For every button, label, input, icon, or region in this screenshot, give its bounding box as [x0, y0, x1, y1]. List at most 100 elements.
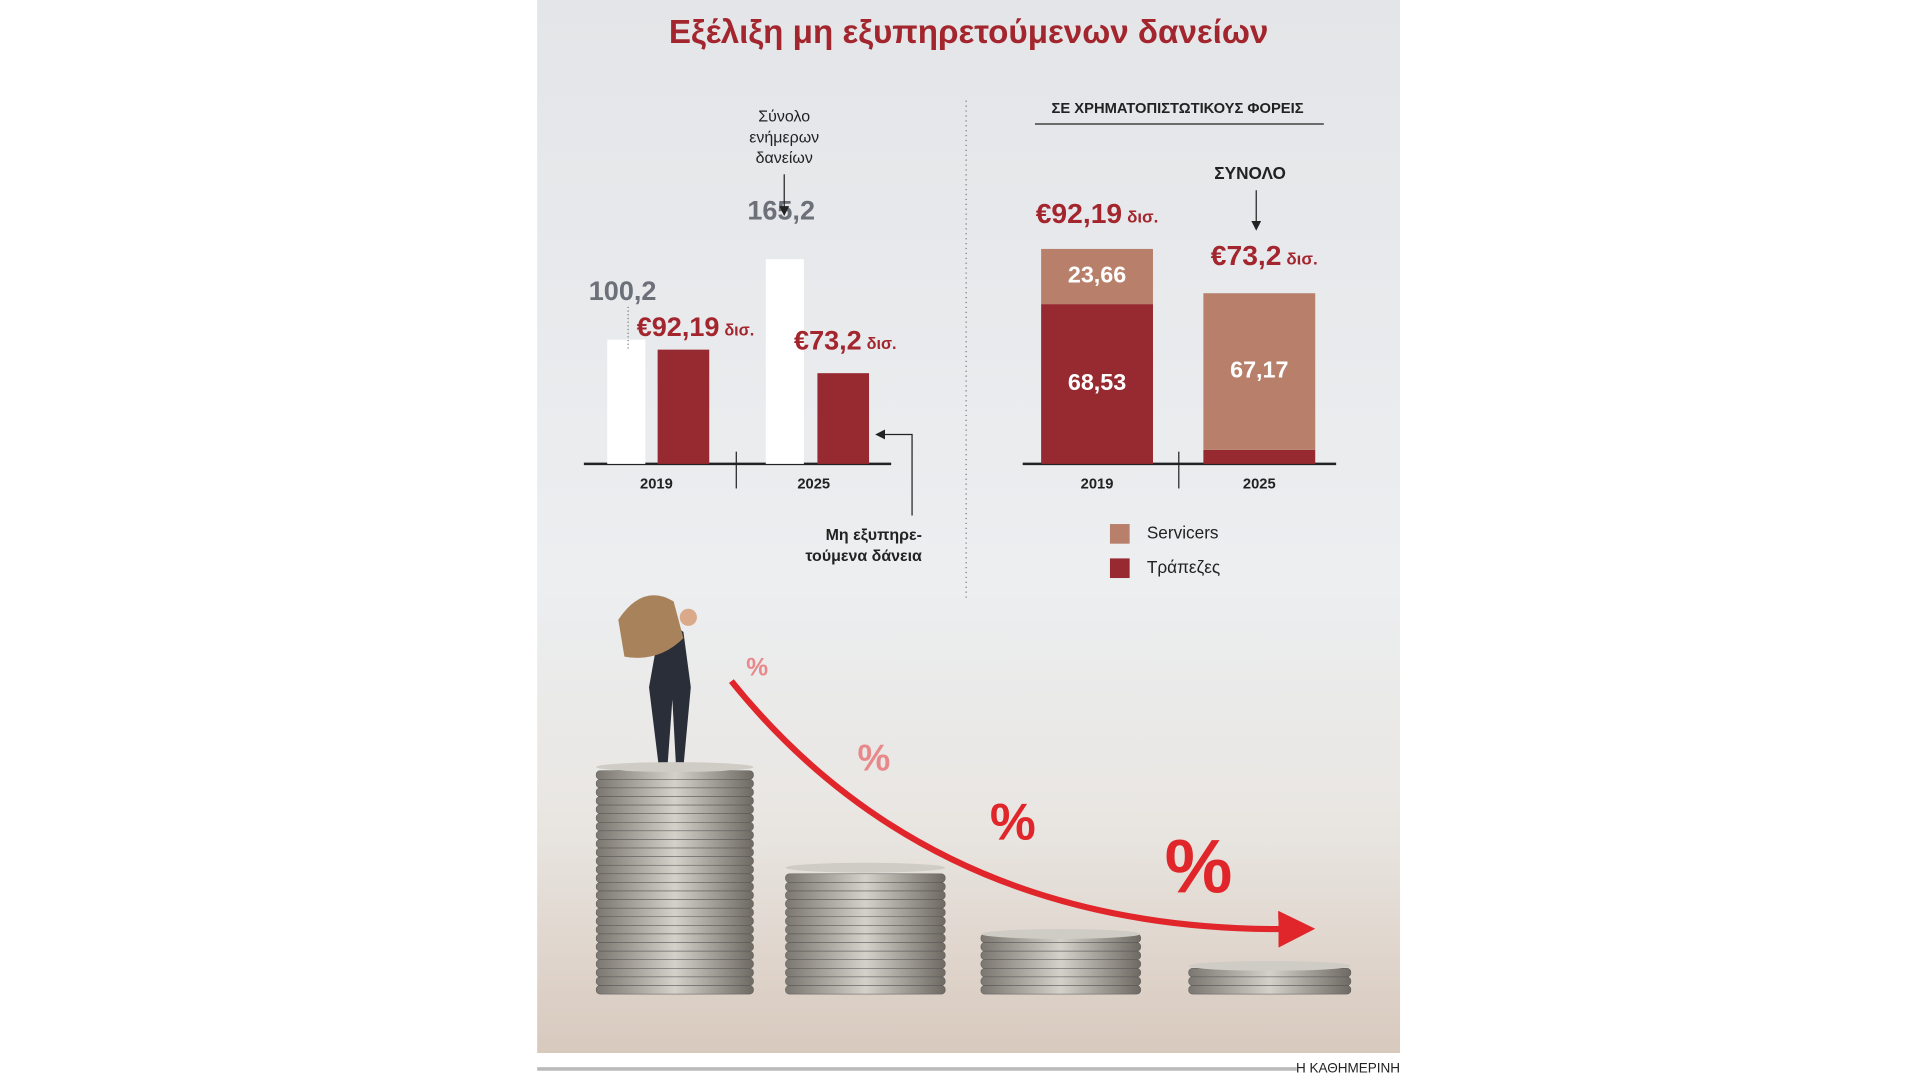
coin-top	[980, 929, 1141, 939]
coin	[595, 822, 754, 832]
coin-top	[785, 862, 946, 873]
coin	[595, 985, 754, 995]
coin	[595, 933, 754, 943]
bar-segment	[1041, 304, 1153, 464]
x-tick-label: 2025	[797, 477, 830, 493]
coin	[595, 787, 754, 797]
coin	[595, 856, 754, 866]
bar	[607, 339, 646, 464]
coin	[595, 976, 754, 986]
legend-swatch	[1109, 524, 1130, 544]
legend-label: Servicers	[1147, 522, 1219, 542]
value-label: 165,2	[747, 196, 815, 226]
percent-symbol: %	[858, 738, 891, 779]
bar-segment	[1203, 449, 1316, 464]
coin	[785, 942, 946, 952]
source: Η ΚΑΘΗΜΕΡΙΝΗ	[1296, 1061, 1400, 1076]
percent-symbol: %	[1165, 825, 1233, 910]
value-label: €92,19	[637, 312, 720, 342]
total-label-unit: δισ.	[1127, 208, 1158, 227]
coin-top	[596, 762, 754, 772]
coin	[785, 950, 946, 960]
coin-top	[1188, 960, 1351, 971]
x-tick-label: 2019	[1081, 477, 1114, 493]
value-label-unit: δισ.	[867, 335, 897, 353]
percent-symbol: %	[746, 654, 768, 681]
bar	[657, 349, 710, 464]
coin	[785, 968, 946, 978]
legend-swatch	[1109, 558, 1130, 579]
coin	[595, 839, 754, 849]
coin	[980, 950, 1141, 960]
x-tick-label: 2019	[640, 477, 673, 493]
value-label: €73,2	[794, 326, 862, 356]
x-tick-label: 2025	[1243, 477, 1276, 493]
coin	[785, 907, 946, 918]
total-label-unit: δισ.	[1286, 250, 1317, 269]
coin	[595, 847, 754, 857]
coin	[595, 813, 754, 823]
coin	[595, 942, 754, 952]
coin	[785, 925, 946, 935]
annotation-arrow	[875, 429, 913, 516]
chart-title: ΣΕ ΧΡΗΜΑΤΟΠΙΣΤΩΤΙΚΟΥΣ ΦΟΡΕΙΣ	[1052, 101, 1304, 117]
coin	[785, 899, 946, 909]
main-title: Εξέλιξη μη εξυπηρετούμενων δανείων	[669, 14, 1268, 51]
bar-segment	[1041, 248, 1153, 305]
coin	[785, 916, 946, 926]
coin	[595, 959, 754, 969]
coin	[595, 882, 754, 892]
coin	[595, 873, 754, 883]
series-annotation: Μη εξυπηρε- τούμενα δάνεια	[805, 525, 922, 565]
coin	[595, 950, 754, 960]
sack	[618, 595, 684, 658]
coin	[980, 959, 1141, 969]
total-label: €92,19	[1036, 197, 1122, 229]
coin	[595, 890, 754, 900]
coin	[785, 959, 946, 969]
coin	[595, 779, 754, 789]
coin	[595, 796, 754, 806]
coin	[785, 890, 946, 900]
coin	[785, 882, 946, 892]
value-label-unit: δισ.	[724, 322, 754, 340]
coin	[595, 907, 754, 918]
figure	[649, 622, 691, 768]
legend-label: Τράπεζες	[1147, 557, 1220, 577]
coin	[785, 976, 946, 986]
coin	[595, 968, 754, 978]
segment-label: 23,66	[1068, 262, 1126, 288]
coin	[595, 804, 754, 814]
total-label: €73,2	[1211, 239, 1282, 271]
coin	[595, 899, 754, 909]
trend-arrow	[728, 679, 1316, 948]
coin	[980, 942, 1141, 952]
coin	[785, 985, 946, 995]
coin	[595, 770, 754, 780]
bar	[765, 259, 804, 464]
value-label: 100,2	[589, 276, 657, 306]
photo: %%%%	[595, 595, 1352, 995]
figure-head	[679, 608, 697, 626]
coin	[1188, 976, 1352, 986]
coin	[980, 968, 1141, 978]
percent-symbol: %	[990, 793, 1036, 851]
coin	[595, 830, 754, 840]
segment-label: 68,53	[1068, 369, 1126, 395]
series-annotation: Σύνολο ενήμερων δανείων	[749, 106, 820, 167]
segment-label: 67,17	[1230, 357, 1288, 383]
coin	[595, 864, 754, 875]
coin	[785, 933, 946, 943]
coin	[595, 925, 754, 935]
coin	[595, 916, 754, 926]
series-annotation: Σύνολο ενήμερων δανείων	[749, 106, 820, 167]
coin	[980, 976, 1141, 986]
coin	[980, 985, 1141, 995]
annotation: ΣΥΝΟΛΟ	[1214, 163, 1286, 183]
series-annotation: Μη εξυπηρε- τούμενα δάνεια	[805, 525, 922, 565]
bar-segment	[1203, 293, 1316, 450]
bar	[817, 373, 870, 464]
coin	[1188, 985, 1352, 995]
